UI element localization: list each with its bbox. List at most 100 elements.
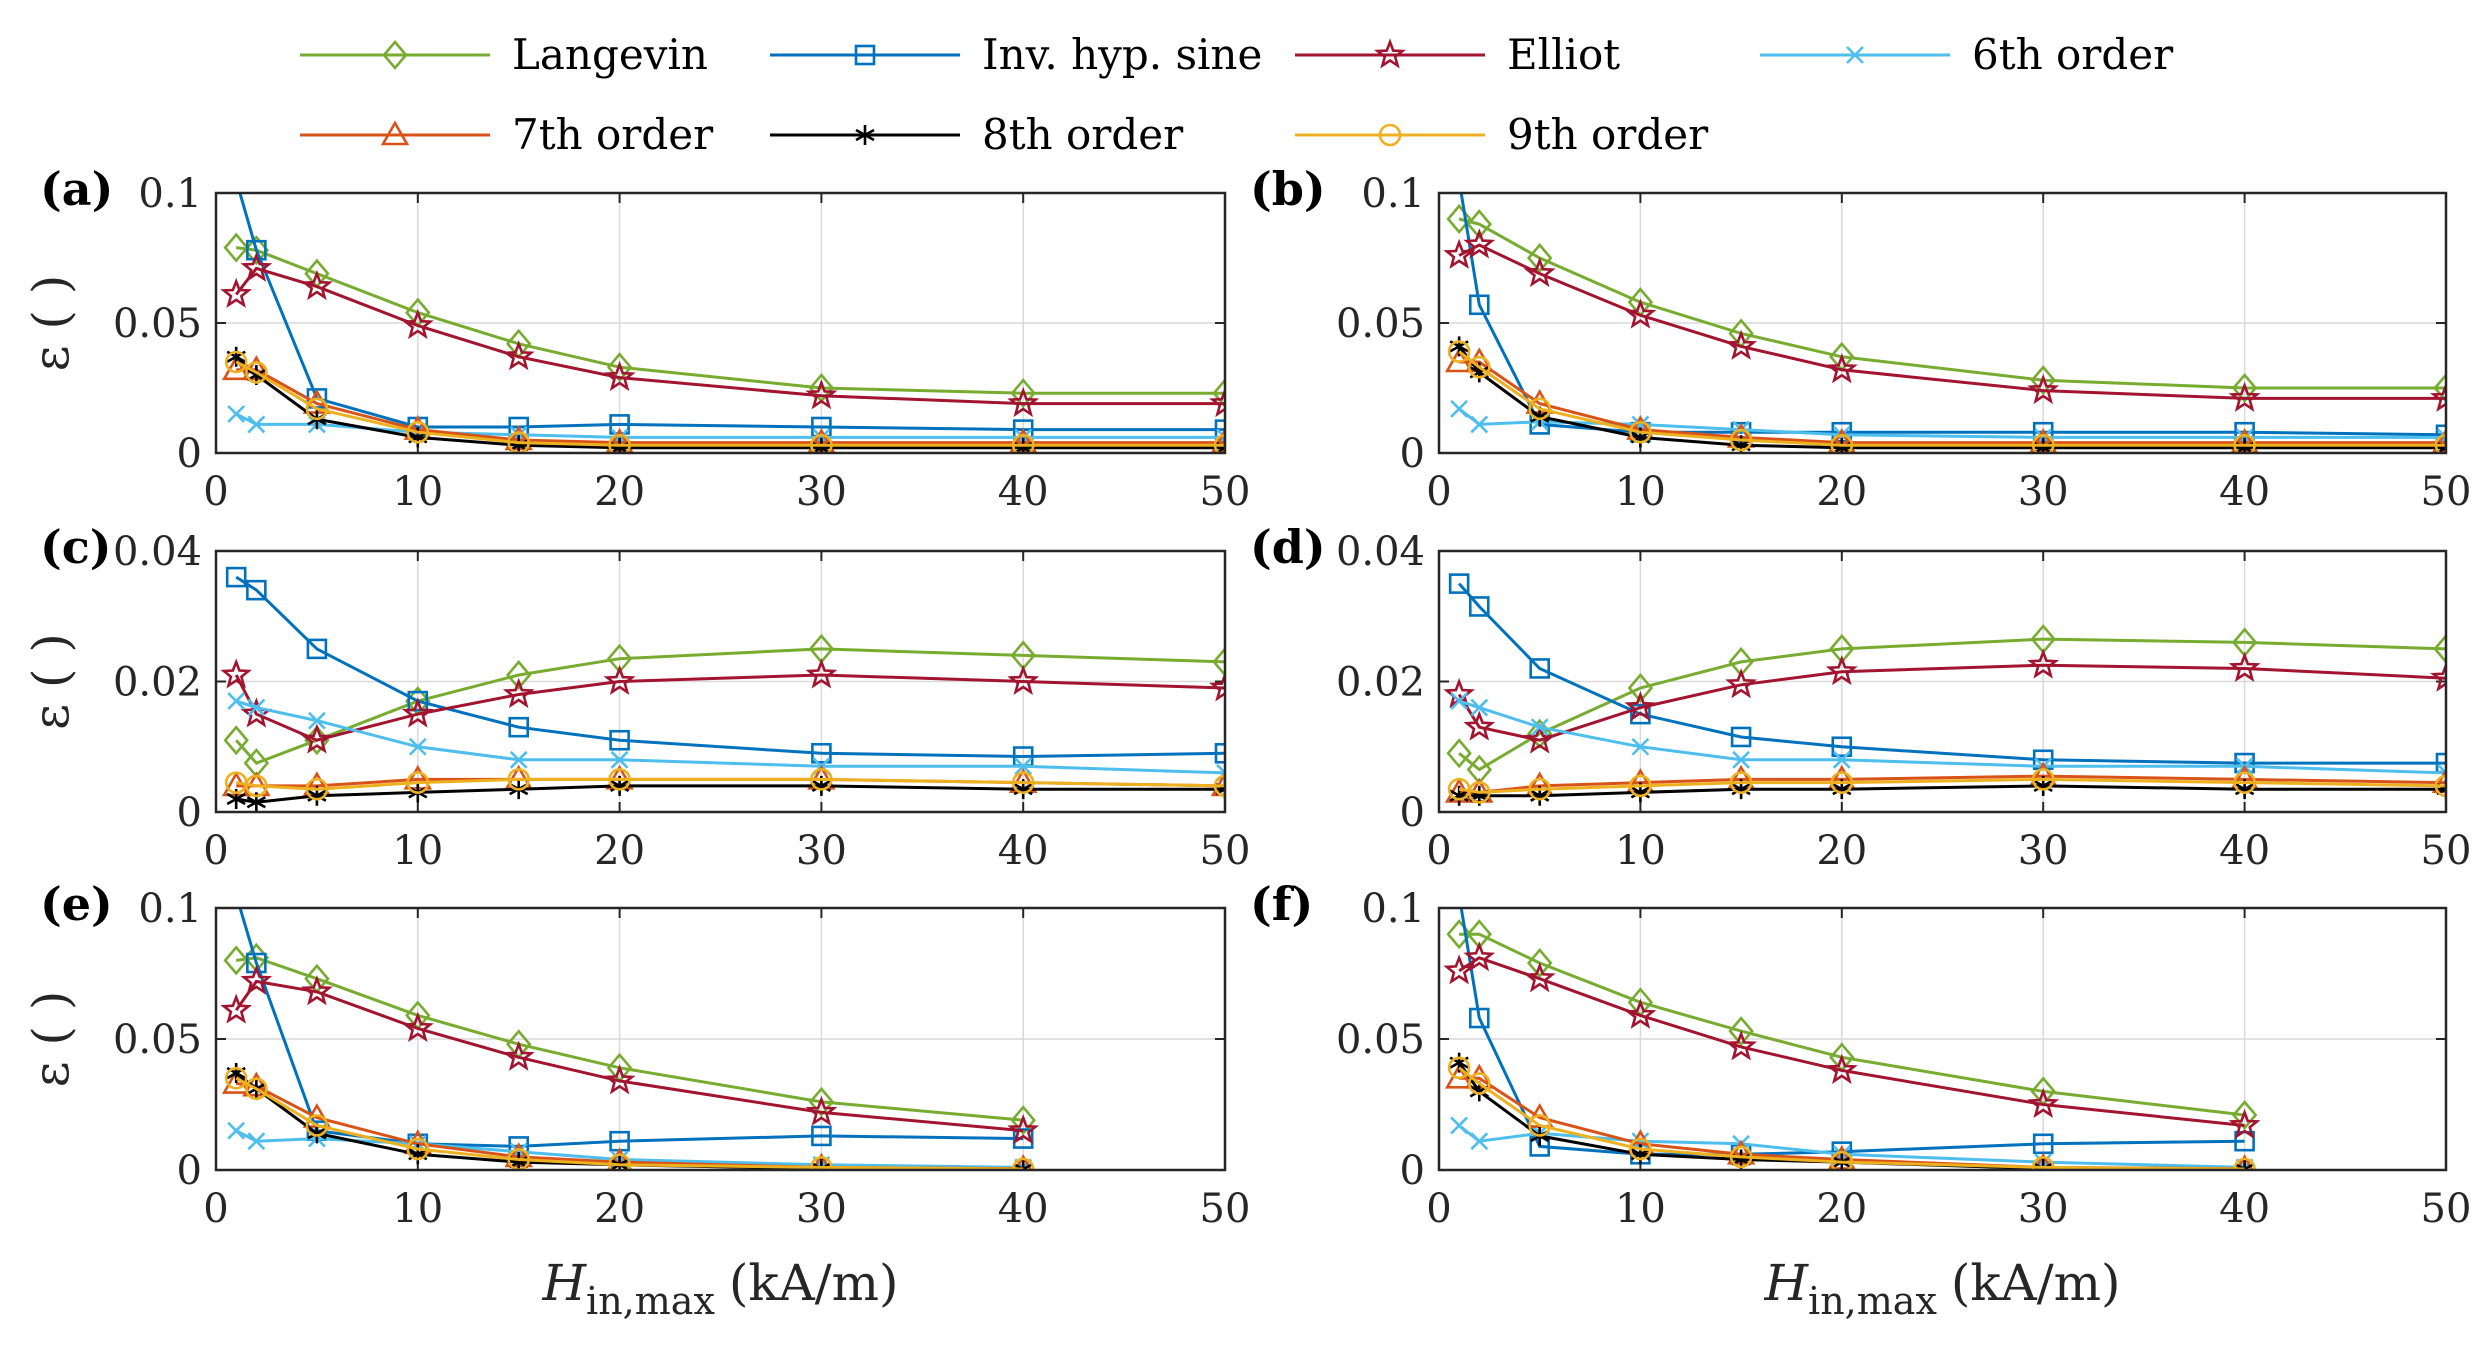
- x-tick-label: 10: [392, 469, 443, 515]
- data-point: [509, 750, 528, 769]
- data-point: [1729, 771, 1753, 794]
- data-point: [1528, 397, 1551, 421]
- data-point: [1830, 433, 1854, 453]
- data-point: [305, 397, 329, 421]
- data-point: [1629, 1137, 1652, 1161]
- y-tick-label: 0.02: [1336, 660, 1425, 706]
- data-point: [401, 1011, 434, 1042]
- data-point: [2430, 381, 2446, 412]
- panel-label: (f): [1250, 877, 1313, 931]
- series-line: [1459, 193, 2446, 437]
- data-point: [1624, 690, 1657, 722]
- legend-label: 8th order: [982, 110, 1184, 159]
- axes-box: [214, 191, 1227, 455]
- data-point: [1446, 919, 1472, 950]
- data-point: [1010, 378, 1036, 409]
- data-point: [2434, 774, 2446, 798]
- data-point: [1443, 954, 1475, 985]
- data-point: [810, 768, 833, 791]
- x-tick-label: 10: [1615, 828, 1666, 874]
- data-point: [2228, 651, 2261, 682]
- x-axis-symbol: H: [1763, 1254, 1809, 1312]
- series-line: [235, 784, 1225, 804]
- x-tick-label: 20: [594, 469, 645, 515]
- x-axis-unit: (kA/m): [729, 1254, 899, 1312]
- data-point: [1530, 718, 1549, 737]
- series-line: [235, 575, 1225, 759]
- grid: [215, 550, 1226, 813]
- series-elliot: [220, 964, 1040, 1145]
- series-inv-hyp-sine: [1459, 908, 2255, 1165]
- data-point: [508, 716, 530, 738]
- legend-asterisk-marker: [855, 125, 875, 145]
- data-point: [1210, 427, 1225, 453]
- x-tick-label: 40: [998, 828, 1049, 874]
- data-point: [247, 1132, 266, 1151]
- y-tick-label: 0.05: [1336, 301, 1425, 347]
- data-point: [606, 352, 633, 383]
- data-point: [608, 768, 631, 791]
- data-point: [1007, 664, 1040, 695]
- y-tick-label: 0.1: [138, 171, 202, 217]
- plot-area: [1443, 573, 2446, 806]
- x-tick-label: 30: [796, 469, 847, 515]
- data-point: [1468, 1007, 1490, 1029]
- data-point: [246, 579, 267, 601]
- data-point: [227, 692, 246, 710]
- x-tick-label: 0: [203, 469, 228, 515]
- data-point: [502, 1040, 535, 1071]
- data-point: [2431, 768, 2446, 793]
- legend-star-marker: [1374, 38, 1406, 69]
- series-line: [1459, 932, 2245, 1117]
- series-line: [235, 266, 1225, 406]
- x-tick-label: 50: [2421, 828, 2472, 874]
- legend-label: 7th order: [512, 110, 714, 159]
- plot-area: [220, 193, 1225, 453]
- data-point: [603, 360, 636, 392]
- data-point: [609, 729, 630, 751]
- series-line: [235, 1076, 1024, 1170]
- data-point: [1209, 671, 1225, 702]
- legend-label: 6th order: [1972, 30, 2174, 79]
- data-point: [1470, 698, 1489, 717]
- x-axis-subscript: in,max: [586, 1279, 715, 1323]
- data-point: [224, 1067, 248, 1090]
- data-point: [1729, 1145, 1753, 1169]
- panel-label: (a): [40, 162, 113, 216]
- data-point: [401, 697, 434, 728]
- data-point: [2430, 661, 2446, 692]
- data-point: [1831, 736, 1853, 758]
- legend-diamond-marker: [382, 39, 408, 71]
- data-point: [1526, 242, 1553, 274]
- data-point: [307, 711, 326, 730]
- x-tick-label: 30: [2018, 469, 2069, 515]
- data-point: [1624, 298, 1657, 329]
- x-tick-label: 20: [1816, 469, 1867, 515]
- data-point: [507, 768, 531, 791]
- x-tick-label: 0: [1426, 469, 1451, 515]
- x-tick-label: 20: [594, 828, 645, 874]
- data-point: [406, 1137, 430, 1161]
- data-point: [223, 725, 249, 756]
- data-point: [1010, 1105, 1036, 1136]
- series-9th-order: [1447, 768, 2446, 804]
- y-tick-label: 0.04: [113, 529, 202, 575]
- series-line: [1457, 663, 2446, 742]
- data-point: [1446, 203, 1472, 235]
- series-line: [1458, 217, 2446, 390]
- data-point: [805, 1095, 838, 1126]
- series-line: [236, 246, 1225, 395]
- y-tick-label: 0.05: [1336, 1017, 1425, 1063]
- data-point: [1730, 726, 1752, 748]
- series-6th-order: [227, 692, 1225, 782]
- data-point: [1467, 1072, 1491, 1095]
- x-tick-label: 0: [203, 1186, 228, 1232]
- x-tick-label: 10: [1615, 469, 1666, 515]
- data-point: [240, 251, 273, 282]
- data-point: [502, 340, 535, 371]
- data-point: [225, 566, 247, 588]
- data-point: [1528, 1114, 1551, 1137]
- x-tick-label: 50: [2421, 1186, 2472, 1232]
- y-axis-title: ε ( ): [22, 633, 80, 730]
